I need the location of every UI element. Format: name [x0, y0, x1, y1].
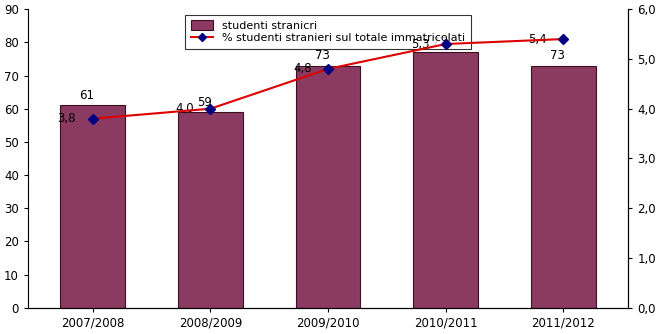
Legend: studenti stranicri, % studenti stranieri sul totale immatricolati: studenti stranicri, % studenti stranieri… — [185, 15, 471, 49]
Bar — [531, 65, 596, 308]
Text: 73: 73 — [315, 49, 330, 62]
Text: 59: 59 — [197, 96, 212, 109]
Text: 5,4: 5,4 — [528, 32, 547, 45]
Text: 4,8: 4,8 — [293, 62, 312, 75]
Text: 4,0: 4,0 — [176, 102, 194, 115]
Text: 3,8: 3,8 — [57, 112, 76, 125]
Text: 5,3: 5,3 — [411, 37, 429, 50]
Text: 73: 73 — [550, 49, 565, 62]
Bar — [296, 65, 360, 308]
Text: 61: 61 — [79, 89, 94, 102]
Text: 77: 77 — [432, 36, 447, 49]
Bar — [61, 106, 125, 308]
Bar — [413, 52, 478, 308]
Bar — [178, 112, 243, 308]
